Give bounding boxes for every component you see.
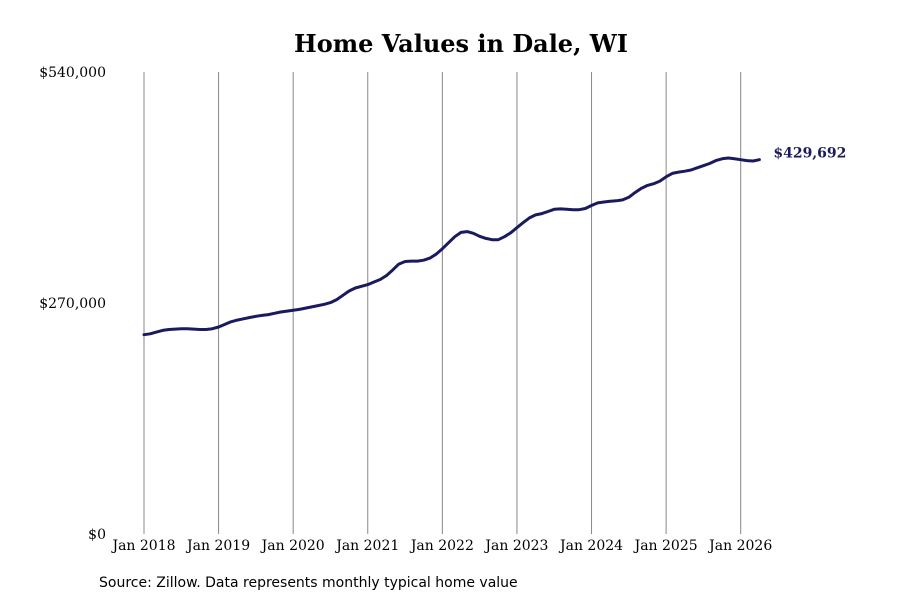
y-axis-tick-labels: $0 $270,000 $540,000 xyxy=(39,65,106,543)
x-tick-label: Jan 2025 xyxy=(633,538,698,554)
x-tick-label: Jan 2019 xyxy=(185,538,250,554)
x-tick-label: Jan 2023 xyxy=(483,538,548,554)
x-tick-label: Jan 2026 xyxy=(707,538,772,554)
x-tick-label: Jan 2021 xyxy=(334,538,399,554)
y-tick-label: $540,000 xyxy=(39,65,106,81)
y-tick-label: $0 xyxy=(88,527,106,543)
x-tick-label: Jan 2020 xyxy=(260,538,325,554)
x-tick-label: Jan 2018 xyxy=(110,538,175,554)
source-note: Source: Zillow. Data represents monthly … xyxy=(99,575,518,591)
vertical-gridlines xyxy=(143,72,742,534)
series-line-home-value xyxy=(142,156,761,337)
end-value-label: $429,692 xyxy=(773,146,846,162)
x-tick-label: Jan 2022 xyxy=(409,538,474,554)
chart-title: Home Values in Dale, WI xyxy=(294,29,628,58)
x-axis-tick-labels: Jan 2018 Jan 2019 Jan 2020 Jan 2021 Jan 2022… xyxy=(110,538,772,554)
y-tick-label: $270,000 xyxy=(39,296,106,312)
x-tick-label: Jan 2024 xyxy=(558,538,623,554)
